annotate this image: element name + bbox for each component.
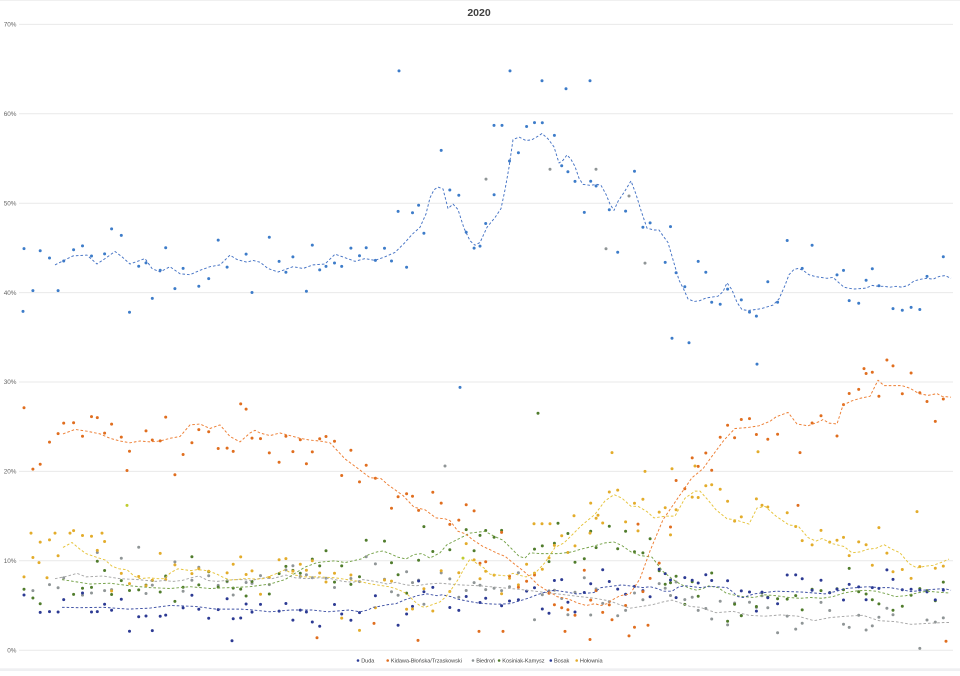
svg-text:50%: 50% <box>4 200 17 207</box>
svg-text:70%: 70% <box>4 22 17 29</box>
svg-text:60%: 60% <box>4 111 17 118</box>
svg-text:Hołownia: Hołownia <box>580 659 604 665</box>
svg-text:Kidawa-Błońska/Trzaskowski: Kidawa-Błońska/Trzaskowski <box>391 659 462 665</box>
svg-text:0%: 0% <box>7 647 17 654</box>
svg-text:Kosiniak-Kamysz: Kosiniak-Kamysz <box>502 659 544 665</box>
svg-text:20%: 20% <box>4 469 17 476</box>
svg-text:2020: 2020 <box>467 7 491 19</box>
svg-text:Duda: Duda <box>361 659 375 665</box>
svg-text:30%: 30% <box>4 379 17 386</box>
svg-text:Bosak: Bosak <box>554 659 570 665</box>
svg-text:Biedroń: Biedroń <box>476 659 495 665</box>
svg-text:10%: 10% <box>4 558 17 565</box>
svg-text:40%: 40% <box>4 290 17 297</box>
